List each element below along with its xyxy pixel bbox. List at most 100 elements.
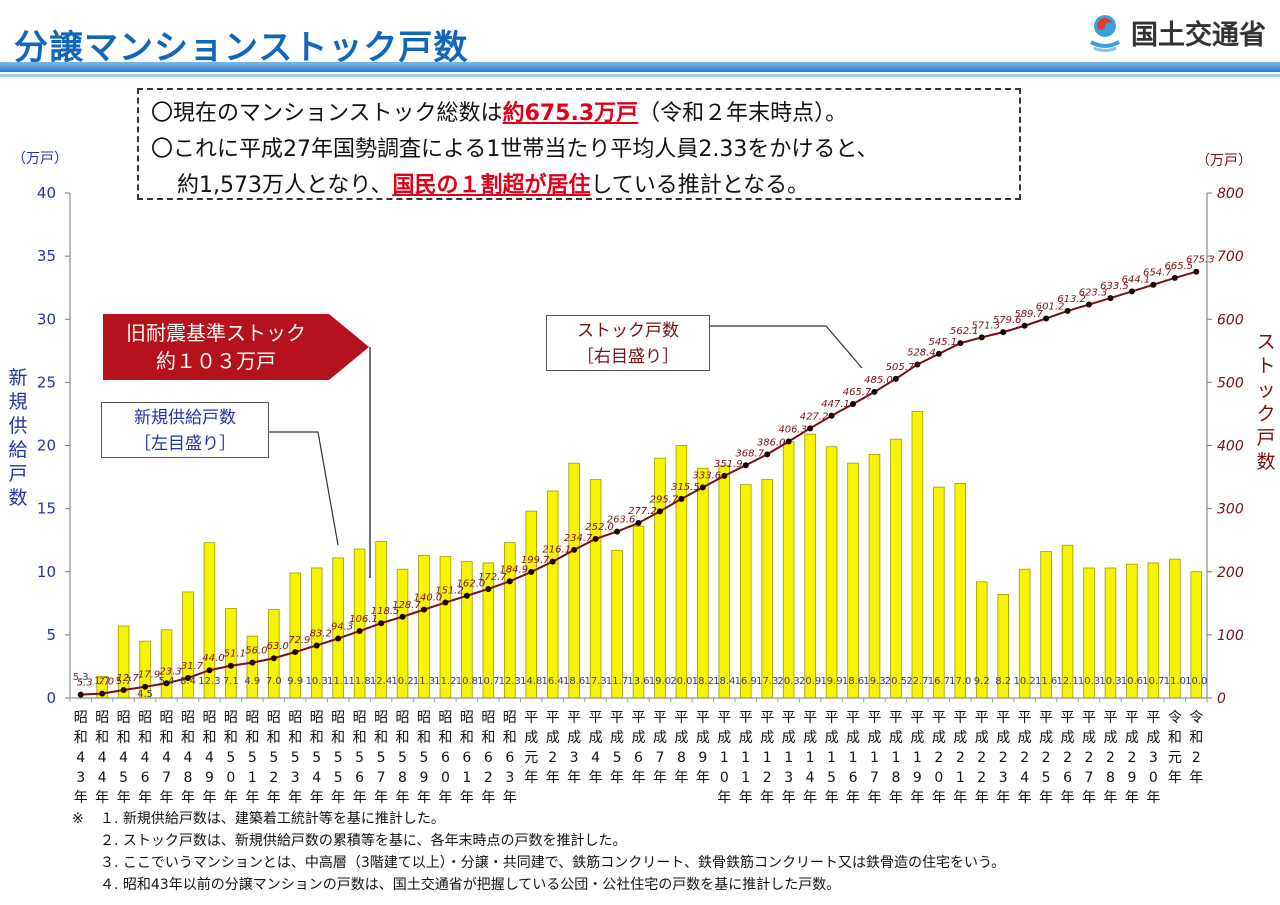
x-label-char: 2 [999, 750, 1008, 766]
supply-bar [546, 490, 559, 699]
x-label-char: 8 [398, 770, 407, 786]
supply-bar [525, 510, 537, 699]
left-tick-label: 0 [46, 689, 56, 707]
x-label-char: 5 [1042, 770, 1051, 786]
x-label-char: 成 [739, 730, 753, 746]
supply-value-label: 10.6 [1121, 676, 1143, 687]
x-label-char: 平 [674, 710, 688, 726]
x-label-char: 昭 [310, 710, 324, 726]
x-label-char: 年 [760, 790, 774, 806]
x-label-char: 昭 [503, 710, 517, 726]
x-label-char: 和 [138, 730, 152, 746]
supply-value-label: 12.4 [370, 676, 392, 687]
x-label-char: 年 [610, 770, 624, 786]
x-label-char: 成 [1125, 730, 1139, 746]
x-label-char: 成 [1061, 730, 1075, 746]
x-label-char: 年 [374, 790, 388, 806]
supply-bar [911, 411, 924, 699]
stock-point [571, 546, 578, 553]
x-label-char: 3 [570, 750, 579, 766]
x-label-char: 年 [739, 790, 753, 806]
supply-callout-leader [269, 431, 339, 546]
x-label-char: 和 [374, 730, 388, 746]
right-tick-label: 300 [1217, 502, 1244, 518]
x-label-char: 和 [481, 730, 495, 746]
stock-value-label: 172.7 [478, 572, 507, 583]
x-label-char: 4 [591, 750, 600, 766]
supply-bar [697, 467, 709, 699]
x-label-char: 4 [312, 770, 321, 786]
stock-point [549, 558, 556, 565]
x-label-char: 和 [74, 730, 88, 746]
x-label-char: 成 [803, 730, 817, 746]
right-tick-label: 800 [1217, 186, 1244, 202]
x-label-char: 年 [696, 770, 710, 786]
supply-value-label: 11.0 [1164, 676, 1186, 687]
supply-bar [589, 479, 602, 699]
stock-point [914, 361, 921, 368]
x-label-char: 成 [632, 730, 646, 746]
x-label-char: 和 [331, 730, 345, 746]
supply-value-label: 17.3 [756, 676, 778, 687]
x-label-char: 年 [932, 790, 946, 806]
stock-value-label: 72.9 [288, 635, 310, 646]
x-label-char: 年 [1189, 770, 1203, 786]
x-label-char: 和 [460, 730, 474, 746]
supply-bar [740, 484, 752, 699]
supply-value-label: 12.1 [1056, 676, 1078, 687]
stock-series-callout: ストック戸数 ［右目盛り］ [546, 315, 710, 371]
x-label-char: 4 [806, 770, 815, 786]
x-label-char: 平 [1125, 710, 1139, 726]
supply-value-label: 5.4 [159, 676, 175, 687]
x-label-char: 4 [184, 750, 193, 766]
supply-bar [761, 479, 773, 699]
old-seismic-callout-value: 約１０３万戸 [156, 349, 276, 373]
x-label-char: 5 [248, 750, 257, 766]
title-underline-light [0, 74, 1280, 77]
stock-value-label: 601.2 [1036, 301, 1065, 312]
x-label-char: 成 [567, 730, 581, 746]
left-axis-title: 新規供給戸数 [8, 367, 28, 509]
left-tick-label: 15 [37, 500, 56, 518]
supply-value-label: 4.5 [137, 689, 153, 700]
supply-value-label: 13.6 [627, 676, 649, 687]
x-label-char: 年 [117, 790, 131, 806]
x-label-char: 2 [548, 750, 557, 766]
summary-line-1: 〇現在のマンションストック総数は約675.3万戸（令和２年末時点）。 [151, 96, 1007, 132]
stock-point [528, 568, 535, 575]
x-label-char: 平 [996, 710, 1010, 726]
supply-value-label: 20.5 [885, 676, 907, 687]
stock-value-label: 118.5 [371, 606, 400, 617]
supply-callout-axis: ［左目盛り］ [134, 434, 236, 454]
x-label-char: 成 [1082, 730, 1096, 746]
x-label-char: 昭 [438, 710, 452, 726]
x-label-char: 平 [696, 710, 710, 726]
stock-point [871, 388, 878, 395]
stock-point [828, 412, 835, 419]
x-label-char: 2 [269, 770, 278, 786]
x-label-char: 年 [953, 790, 967, 806]
x-label-char: 9 [1127, 770, 1136, 786]
x-label-char: 昭 [160, 710, 174, 726]
footnotes: ※ １. 新規供給戸数は、建築着工統計等を基に推計した。 ２. ストック戸数は、… [72, 808, 1005, 896]
x-label-char: 昭 [224, 710, 238, 726]
x-label-char: 年 [503, 790, 517, 806]
stock-point [120, 686, 127, 693]
x-label-char: 平 [739, 710, 753, 726]
stock-value-label: 406.3 [778, 425, 807, 436]
x-label-char: 昭 [74, 710, 88, 726]
supply-bars [96, 411, 1203, 699]
x-label-char: 年 [1103, 790, 1117, 806]
x-label-char: 8 [677, 750, 686, 766]
supply-value-label: 4.9 [244, 676, 260, 687]
x-label-char: 成 [953, 730, 967, 746]
x-label-char: 5 [355, 750, 364, 766]
x-label-char: 0 [934, 770, 943, 786]
stock-value-label: 5.3 [77, 678, 93, 689]
x-label-char: 成 [1039, 730, 1053, 746]
stock-point [1107, 295, 1114, 302]
x-label-char: 和 [224, 730, 238, 746]
x-label-char: 和 [160, 730, 174, 746]
x-label-char: 令 [1189, 710, 1203, 726]
supply-value-label: 19.0 [649, 676, 671, 687]
